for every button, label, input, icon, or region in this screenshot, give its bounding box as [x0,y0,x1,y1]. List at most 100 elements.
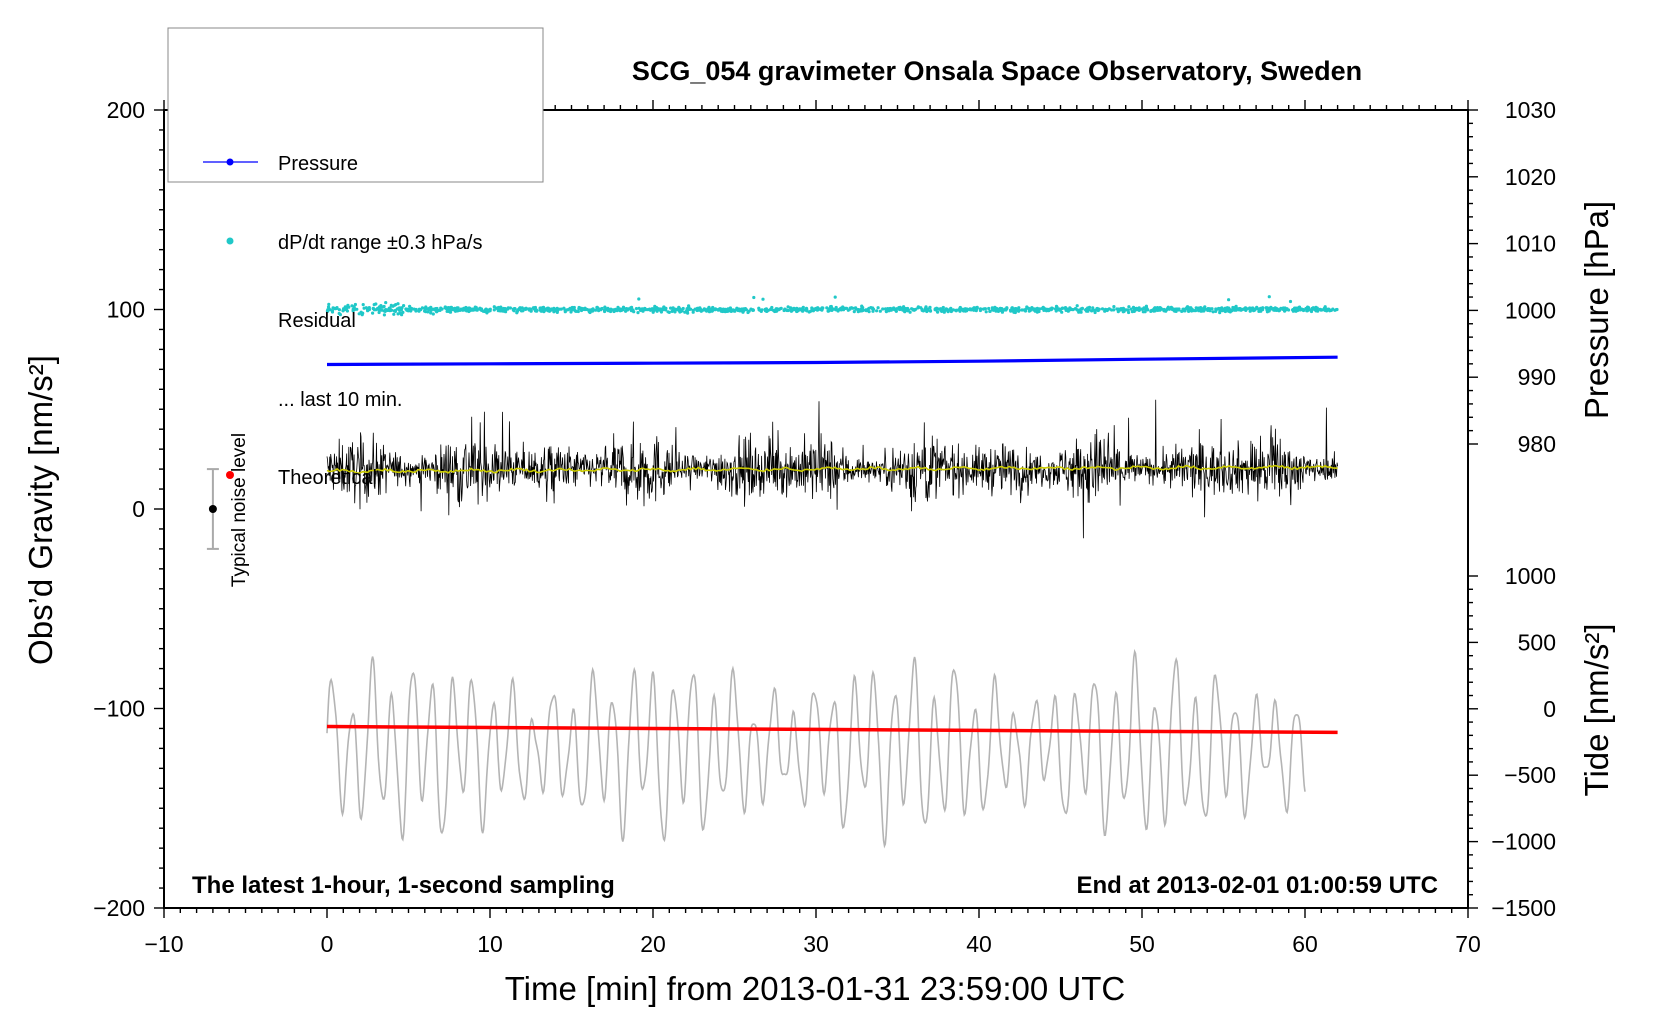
dpdt-point [550,307,554,311]
dpdt-point [464,305,468,310]
dpdt-point [1293,307,1297,311]
dpdt-point [884,309,888,313]
dpdt-point [733,308,737,312]
dpdt-point [389,303,393,307]
dpdt-point [399,308,403,312]
dpdt-point [677,306,681,310]
dpdt-point [492,305,496,309]
dpdt-point [916,305,921,309]
dpdt-point [568,307,572,311]
tide-tick-label: 500 [1518,629,1556,655]
dpdt-point [473,305,477,309]
dpdt-point [683,310,687,314]
series-dpdt-points [325,295,1339,317]
dpdt-point [937,307,941,311]
dpdt-point [981,307,986,311]
dpdt-point [524,307,528,311]
dpdt-point [499,305,503,309]
legend-pressure-marker [226,158,234,166]
dpdt-point [1219,308,1223,312]
dpdt-point [794,307,798,311]
dpdt-point [1185,305,1189,309]
footer-left: The latest 1-hour, 1-second sampling [192,872,615,899]
series-last-10-min [326,464,1338,474]
dpdt-point [875,309,879,313]
plot-series [325,295,1339,849]
dpdt-point [984,310,988,314]
pressure-tick-label: 1030 [1505,97,1556,123]
dpdt-point [1217,306,1221,311]
dpdt-point [450,306,454,310]
dpdt-point [969,308,973,312]
dpdt-point [1227,298,1231,302]
dpdt-point [1196,308,1200,312]
dpdt-point [1188,308,1192,312]
dpdt-point [991,308,995,312]
dpdt-point [456,306,460,310]
dpdt-point [611,308,615,312]
dpdt-point [698,308,702,312]
dpdt-point [606,308,610,312]
dpdt-point [1084,308,1088,312]
dpdt-point [1227,309,1231,313]
dpdt-point [757,308,761,312]
dpdt-point [996,309,1001,313]
dpdt-point [958,306,963,310]
dpdt-point [864,308,869,312]
y-axis-label-tide: Tide [nm/s²] [1578,624,1615,797]
dpdt-point [631,308,635,312]
dpdt-point [392,309,396,313]
dpdt-point [539,309,543,313]
dpdt-point [1335,307,1339,312]
dpdt-point [637,306,641,310]
dpdt-point [1127,305,1131,309]
legend-dpdt-label: dP/dt range ±0.3 hPa/s [278,232,482,254]
dpdt-point [609,307,613,311]
dpdt-point [1080,307,1084,311]
dpdt-point [920,308,924,312]
dpdt-point [834,305,838,310]
dpdt-point [827,308,831,312]
dpdt-point [751,308,755,312]
dpdt-point [1210,307,1214,311]
dpdt-point [1060,310,1064,314]
tide-tick-label: 0 [1543,696,1556,722]
dpdt-point [978,307,983,311]
dpdt-point [898,307,903,311]
dpdt-point [681,306,685,311]
dpdt-point [988,309,992,313]
legend-pressure-label: Pressure [278,153,358,175]
dpdt-point [1152,307,1156,311]
dpdt-point [465,309,469,313]
dpdt-point [372,308,377,312]
dpdt-point [325,309,329,313]
dpdt-point [1234,304,1238,308]
dpdt-point [527,307,531,311]
dpdt-point [458,308,462,312]
dpdt-point [1155,306,1160,310]
dpdt-point [729,309,733,313]
dpdt-point [963,309,968,313]
dpdt-point [679,308,683,312]
dpdt-point [495,306,499,310]
dpdt-point [641,307,645,311]
dpdt-point [833,295,837,299]
dpdt-point [671,306,675,310]
dpdt-point [1010,308,1014,312]
dpdt-point [327,302,331,306]
dpdt-point [1145,307,1149,311]
dpdt-point [1242,307,1246,311]
x-tick-label: 30 [803,931,829,957]
dpdt-point [858,309,862,313]
dpdt-point [1323,305,1327,309]
dpdt-point [382,313,386,317]
dpdt-point [710,309,714,313]
dpdt-point [1017,308,1021,312]
x-tick-label: 60 [1292,931,1318,957]
tide-tick-label: −1500 [1491,895,1556,921]
dpdt-point [721,307,725,311]
dpdt-point [928,306,932,310]
dpdt-point [1000,308,1004,313]
dpdt-point [1037,309,1041,314]
